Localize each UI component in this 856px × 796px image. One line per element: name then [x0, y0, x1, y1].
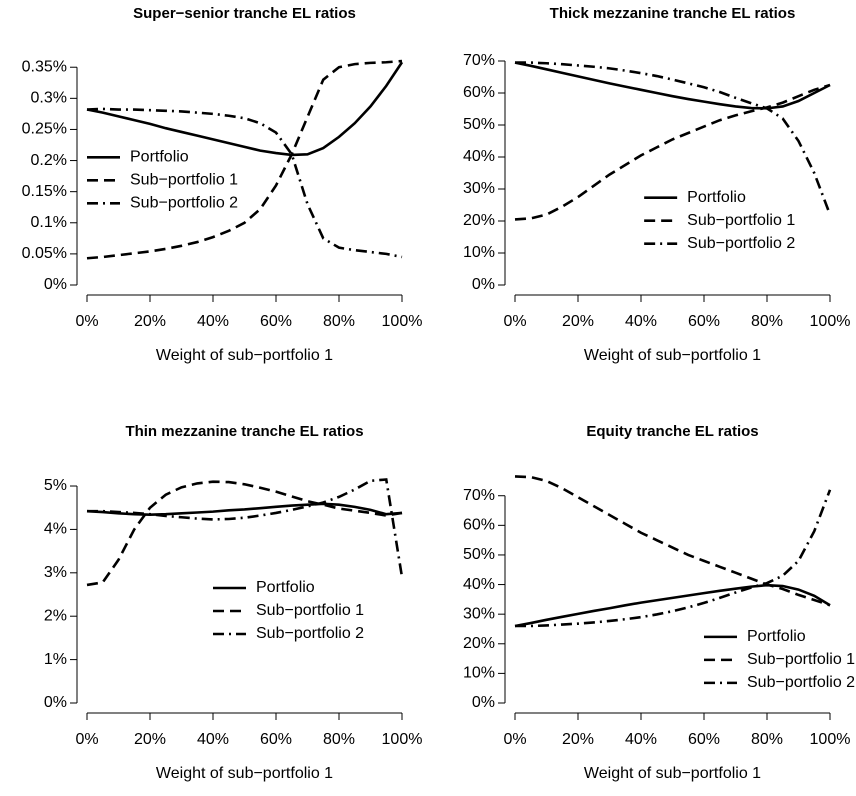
y-tick-label: 0.3%: [31, 90, 67, 107]
x-tick-label: 20%: [562, 313, 594, 330]
x-tick-label: 0%: [503, 313, 526, 330]
y-tick-label: 5%: [44, 477, 67, 494]
series-line: [86, 480, 403, 587]
x-axis-label: Weight of sub−portfolio 1: [584, 765, 761, 782]
y-tick-label: 0%: [44, 276, 67, 293]
series-line: [514, 61, 831, 110]
series-line: [514, 83, 831, 221]
y-tick-label: 10%: [463, 665, 495, 682]
x-tick-label: 40%: [625, 313, 657, 330]
legend-label: Sub−portfolio 1: [687, 212, 795, 229]
x-tick-label: 20%: [562, 731, 594, 748]
y-tick-label: 0.2%: [31, 152, 67, 169]
x-tick-label: 60%: [260, 313, 292, 330]
series-line: [515, 61, 832, 216]
y-tick-label: 0.35%: [22, 58, 67, 75]
chart-title: Equity tranche EL ratios: [586, 423, 758, 440]
legend-label: Sub−portfolio 1: [256, 602, 364, 619]
y-tick-label: 50%: [463, 546, 495, 563]
chart-title: Super−senior tranche EL ratios: [133, 5, 356, 22]
y-tick-label: 3%: [44, 564, 67, 581]
y-tick-label: 20%: [463, 212, 495, 229]
x-tick-label: 0%: [75, 731, 98, 748]
series-line: [515, 489, 832, 628]
legend-label: Sub−portfolio 1: [130, 172, 238, 189]
y-tick-label: 0.1%: [31, 214, 67, 231]
x-tick-label: 80%: [323, 313, 355, 330]
x-tick-label: 80%: [751, 731, 783, 748]
legend-label: Portfolio: [687, 189, 746, 206]
x-tick-label: 0%: [75, 313, 98, 330]
x-tick-label: 60%: [688, 313, 720, 330]
legend-label: Portfolio: [256, 579, 315, 596]
x-tick-label: 40%: [197, 731, 229, 748]
x-tick-label: 0%: [503, 731, 526, 748]
x-tick-label: 40%: [625, 731, 657, 748]
x-tick-label: 100%: [810, 313, 851, 330]
legend-label: Sub−portfolio 2: [747, 674, 855, 691]
y-tick-label: 0.05%: [22, 245, 67, 262]
y-tick-label: 40%: [463, 148, 495, 165]
series-line: [514, 475, 831, 607]
y-tick-label: 0.15%: [22, 183, 67, 200]
x-tick-label: 20%: [134, 731, 166, 748]
x-tick-label: 80%: [751, 313, 783, 330]
legend-label: Portfolio: [747, 628, 806, 645]
legend-label: Sub−portfolio 2: [256, 625, 364, 642]
series-line: [86, 61, 404, 157]
legend-label: Sub−portfolio 2: [687, 235, 795, 252]
y-tick-label: 70%: [463, 487, 495, 504]
series-line: [87, 478, 404, 578]
y-tick-label: 30%: [463, 605, 495, 622]
y-tick-label: 0%: [44, 694, 67, 711]
legend-label: Sub−portfolio 1: [747, 651, 855, 668]
y-tick-label: 30%: [463, 180, 495, 197]
panel: Thin mezzanine tranche EL ratios 0% 1% 2% 3%…: [44, 423, 423, 782]
y-tick-label: 60%: [463, 517, 495, 534]
panel: Super−senior tranche EL ratios 0% 0.05% 0.1…: [22, 5, 423, 364]
y-tick-label: 2%: [44, 607, 67, 624]
x-axis-label: Weight of sub−portfolio 1: [156, 347, 333, 364]
x-tick-label: 80%: [323, 731, 355, 748]
series-line: [86, 59, 403, 260]
y-tick-label: 60%: [463, 84, 495, 101]
chart-title: Thick mezzanine tranche EL ratios: [550, 5, 796, 22]
panel: Thick mezzanine tranche EL ratios 0% 10% 20…: [463, 5, 850, 364]
x-axis-label: Weight of sub−portfolio 1: [584, 347, 761, 364]
y-tick-label: 0%: [472, 276, 495, 293]
legend-label: Portfolio: [130, 149, 189, 166]
y-tick-label: 50%: [463, 116, 495, 133]
y-tick-label: 0.25%: [22, 121, 67, 138]
chart-title: Thin mezzanine tranche EL ratios: [125, 423, 363, 440]
x-tick-label: 60%: [688, 731, 720, 748]
y-tick-label: 4%: [44, 521, 67, 538]
y-tick-label: 20%: [463, 635, 495, 652]
x-tick-label: 20%: [134, 313, 166, 330]
x-axis-label: Weight of sub−portfolio 1: [156, 765, 333, 782]
x-tick-label: 40%: [197, 313, 229, 330]
y-tick-label: 40%: [463, 576, 495, 593]
y-tick-label: 10%: [463, 244, 495, 261]
y-tick-label: 0%: [472, 694, 495, 711]
x-tick-label: 100%: [810, 731, 851, 748]
legend-label: Sub−portfolio 2: [130, 195, 238, 212]
series-line: [86, 107, 403, 259]
panel: Equity tranche EL ratios 0% 10% 20% 30% 40% 50…: [463, 423, 855, 782]
y-tick-label: 70%: [463, 52, 495, 69]
x-tick-label: 60%: [260, 731, 292, 748]
x-tick-label: 100%: [382, 731, 423, 748]
y-tick-label: 1%: [44, 651, 67, 668]
series-line: [514, 583, 831, 628]
x-tick-label: 100%: [382, 313, 423, 330]
